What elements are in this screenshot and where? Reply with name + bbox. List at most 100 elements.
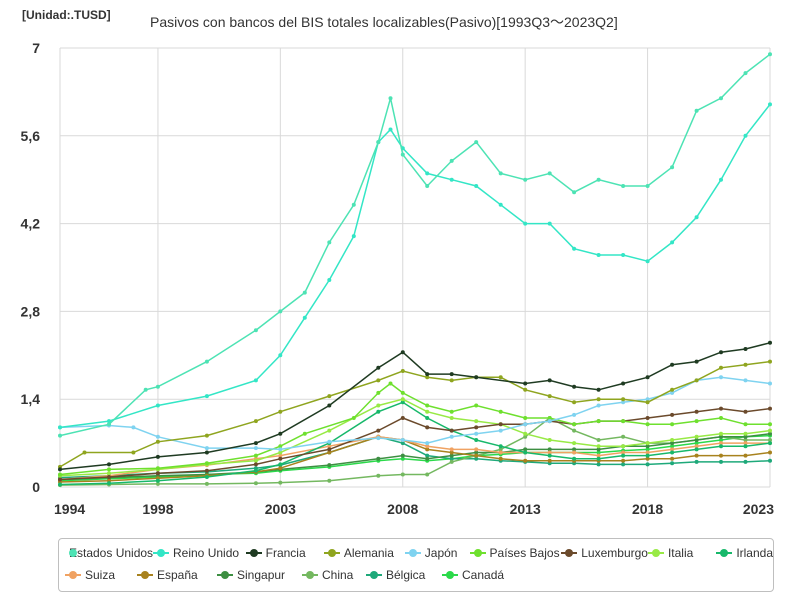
data-point xyxy=(596,253,601,257)
data-point xyxy=(694,409,699,414)
data-point xyxy=(425,425,430,430)
legend-swatch xyxy=(716,549,733,557)
legend-item[interactable]: Bélgica xyxy=(366,568,442,582)
series-alemania xyxy=(58,359,772,469)
legend-item[interactable]: Suiza xyxy=(65,568,137,582)
data-point xyxy=(388,127,393,132)
data-point xyxy=(400,350,405,355)
data-point xyxy=(376,473,381,478)
data-point xyxy=(645,184,650,188)
legend-item[interactable]: Canadá xyxy=(442,568,522,582)
data-point xyxy=(498,409,503,414)
data-point xyxy=(474,431,479,436)
data-point xyxy=(621,434,626,439)
data-point xyxy=(58,482,62,487)
data-point xyxy=(670,447,675,452)
data-point xyxy=(743,378,748,383)
data-point xyxy=(474,419,479,424)
data-point xyxy=(474,425,479,430)
data-point xyxy=(572,190,577,195)
data-point xyxy=(155,439,160,444)
data-point xyxy=(253,446,258,451)
data-point xyxy=(327,450,332,455)
data-point xyxy=(547,438,552,442)
data-point xyxy=(523,416,528,420)
legend-item[interactable]: Francia xyxy=(245,546,324,560)
data-point xyxy=(596,438,601,442)
data-point xyxy=(645,397,650,402)
data-point xyxy=(155,384,160,389)
data-point xyxy=(204,450,209,455)
data-point xyxy=(327,278,332,282)
data-point xyxy=(768,458,772,463)
data-point xyxy=(474,453,479,458)
legend-swatch xyxy=(442,571,458,579)
legend-swatch xyxy=(404,549,421,557)
legend-label: Bélgica xyxy=(386,568,426,582)
data-point xyxy=(376,378,381,383)
series-line xyxy=(59,436,771,479)
legend-item[interactable]: Luxemburgo xyxy=(561,546,648,560)
data-point xyxy=(719,416,723,420)
legend-item[interactable]: Reino Unido xyxy=(153,546,246,560)
data-point xyxy=(670,422,675,427)
data-point xyxy=(670,390,675,395)
data-point xyxy=(449,428,454,433)
series-line xyxy=(59,103,771,429)
data-point xyxy=(155,434,160,439)
data-point xyxy=(425,171,430,176)
data-point xyxy=(743,459,748,464)
data-point xyxy=(425,372,430,377)
data-point xyxy=(204,359,209,364)
data-point xyxy=(327,403,332,408)
data-point xyxy=(645,422,650,427)
legend-item[interactable]: Estados Unidos xyxy=(65,546,153,560)
data-point xyxy=(719,406,723,411)
legend-swatch xyxy=(217,571,233,579)
data-point xyxy=(474,447,479,452)
data-point xyxy=(253,458,258,463)
legend-item[interactable]: Alemania xyxy=(323,546,405,560)
data-point xyxy=(204,394,209,399)
data-point xyxy=(155,466,160,471)
legend-item[interactable]: China xyxy=(302,568,366,582)
data-point xyxy=(425,403,430,408)
legend-item[interactable]: Italia xyxy=(647,546,716,560)
legend-item[interactable]: Singapur xyxy=(217,568,302,582)
legend-item[interactable]: España xyxy=(137,568,217,582)
data-point xyxy=(376,428,381,433)
data-point xyxy=(645,416,650,420)
data-point xyxy=(670,362,675,367)
data-point xyxy=(474,450,479,455)
data-point xyxy=(155,471,160,476)
data-point xyxy=(621,458,626,463)
legend-item[interactable]: Japón xyxy=(404,546,470,560)
data-point xyxy=(474,403,479,408)
data-point xyxy=(400,453,405,458)
data-point xyxy=(58,433,62,438)
y-tick-label: 2,8 xyxy=(21,303,41,319)
data-point xyxy=(743,409,748,414)
grid-lines xyxy=(59,47,771,488)
data-point xyxy=(253,328,258,333)
data-point xyxy=(523,447,528,452)
data-point xyxy=(376,365,381,370)
data-point xyxy=(449,416,454,420)
data-point xyxy=(400,152,405,157)
data-point xyxy=(645,444,650,449)
legend-label: Francia xyxy=(265,546,306,560)
data-point xyxy=(523,434,528,439)
data-point xyxy=(645,375,650,380)
data-point xyxy=(253,481,258,486)
legend-item[interactable]: Países Bajos xyxy=(469,546,562,560)
data-point xyxy=(768,52,772,57)
data-point xyxy=(572,400,577,405)
legend-swatch xyxy=(245,549,262,557)
data-point xyxy=(621,450,626,455)
legend-item[interactable]: Irlanda xyxy=(716,546,773,560)
data-point xyxy=(719,434,723,439)
data-point xyxy=(694,419,699,424)
data-point xyxy=(572,450,577,455)
data-point xyxy=(694,438,699,442)
y-tick-label: 7 xyxy=(32,40,40,56)
